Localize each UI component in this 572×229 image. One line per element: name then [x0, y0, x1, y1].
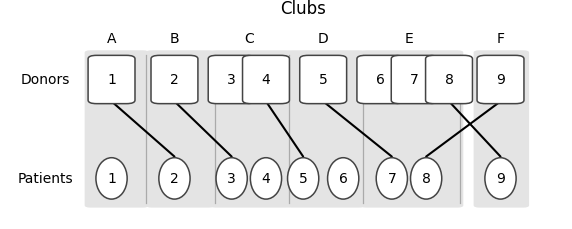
FancyBboxPatch shape: [474, 51, 529, 208]
FancyBboxPatch shape: [146, 51, 214, 208]
Text: 3: 3: [227, 172, 236, 185]
FancyBboxPatch shape: [357, 56, 404, 104]
FancyBboxPatch shape: [85, 51, 149, 208]
Text: 7: 7: [387, 172, 396, 185]
Ellipse shape: [376, 158, 407, 199]
Ellipse shape: [288, 158, 319, 199]
Ellipse shape: [485, 158, 516, 199]
Text: 8: 8: [444, 73, 454, 87]
Text: 5: 5: [319, 73, 328, 87]
Text: 2: 2: [170, 172, 179, 185]
Ellipse shape: [251, 158, 281, 199]
Text: 3: 3: [227, 73, 236, 87]
Text: 7: 7: [410, 73, 419, 87]
Text: 9: 9: [496, 73, 505, 87]
Ellipse shape: [159, 158, 190, 199]
Text: 2: 2: [170, 73, 179, 87]
Text: D: D: [318, 32, 328, 46]
FancyBboxPatch shape: [243, 56, 289, 104]
Text: 1: 1: [107, 172, 116, 185]
FancyBboxPatch shape: [286, 51, 365, 208]
Text: 6: 6: [376, 73, 385, 87]
Ellipse shape: [411, 158, 442, 199]
Text: 8: 8: [422, 172, 431, 185]
Ellipse shape: [96, 158, 127, 199]
Ellipse shape: [328, 158, 359, 199]
FancyBboxPatch shape: [210, 51, 292, 208]
Text: 9: 9: [496, 172, 505, 185]
Ellipse shape: [216, 158, 247, 199]
Text: E: E: [404, 32, 414, 46]
Text: Clubs: Clubs: [280, 0, 326, 18]
FancyBboxPatch shape: [151, 56, 198, 104]
Text: 1: 1: [107, 73, 116, 87]
Text: A: A: [107, 32, 116, 46]
FancyBboxPatch shape: [300, 56, 347, 104]
Text: 4: 4: [261, 172, 271, 185]
Text: Donors: Donors: [21, 73, 70, 87]
FancyBboxPatch shape: [426, 56, 472, 104]
Text: 6: 6: [339, 172, 348, 185]
Text: B: B: [170, 32, 179, 46]
FancyBboxPatch shape: [208, 56, 255, 104]
FancyBboxPatch shape: [391, 56, 438, 104]
Text: F: F: [496, 32, 505, 46]
Text: 4: 4: [261, 73, 271, 87]
Text: Patients: Patients: [18, 172, 74, 185]
FancyBboxPatch shape: [477, 56, 524, 104]
Text: 5: 5: [299, 172, 308, 185]
Text: C: C: [244, 32, 254, 46]
FancyBboxPatch shape: [88, 56, 135, 104]
FancyBboxPatch shape: [360, 51, 463, 208]
